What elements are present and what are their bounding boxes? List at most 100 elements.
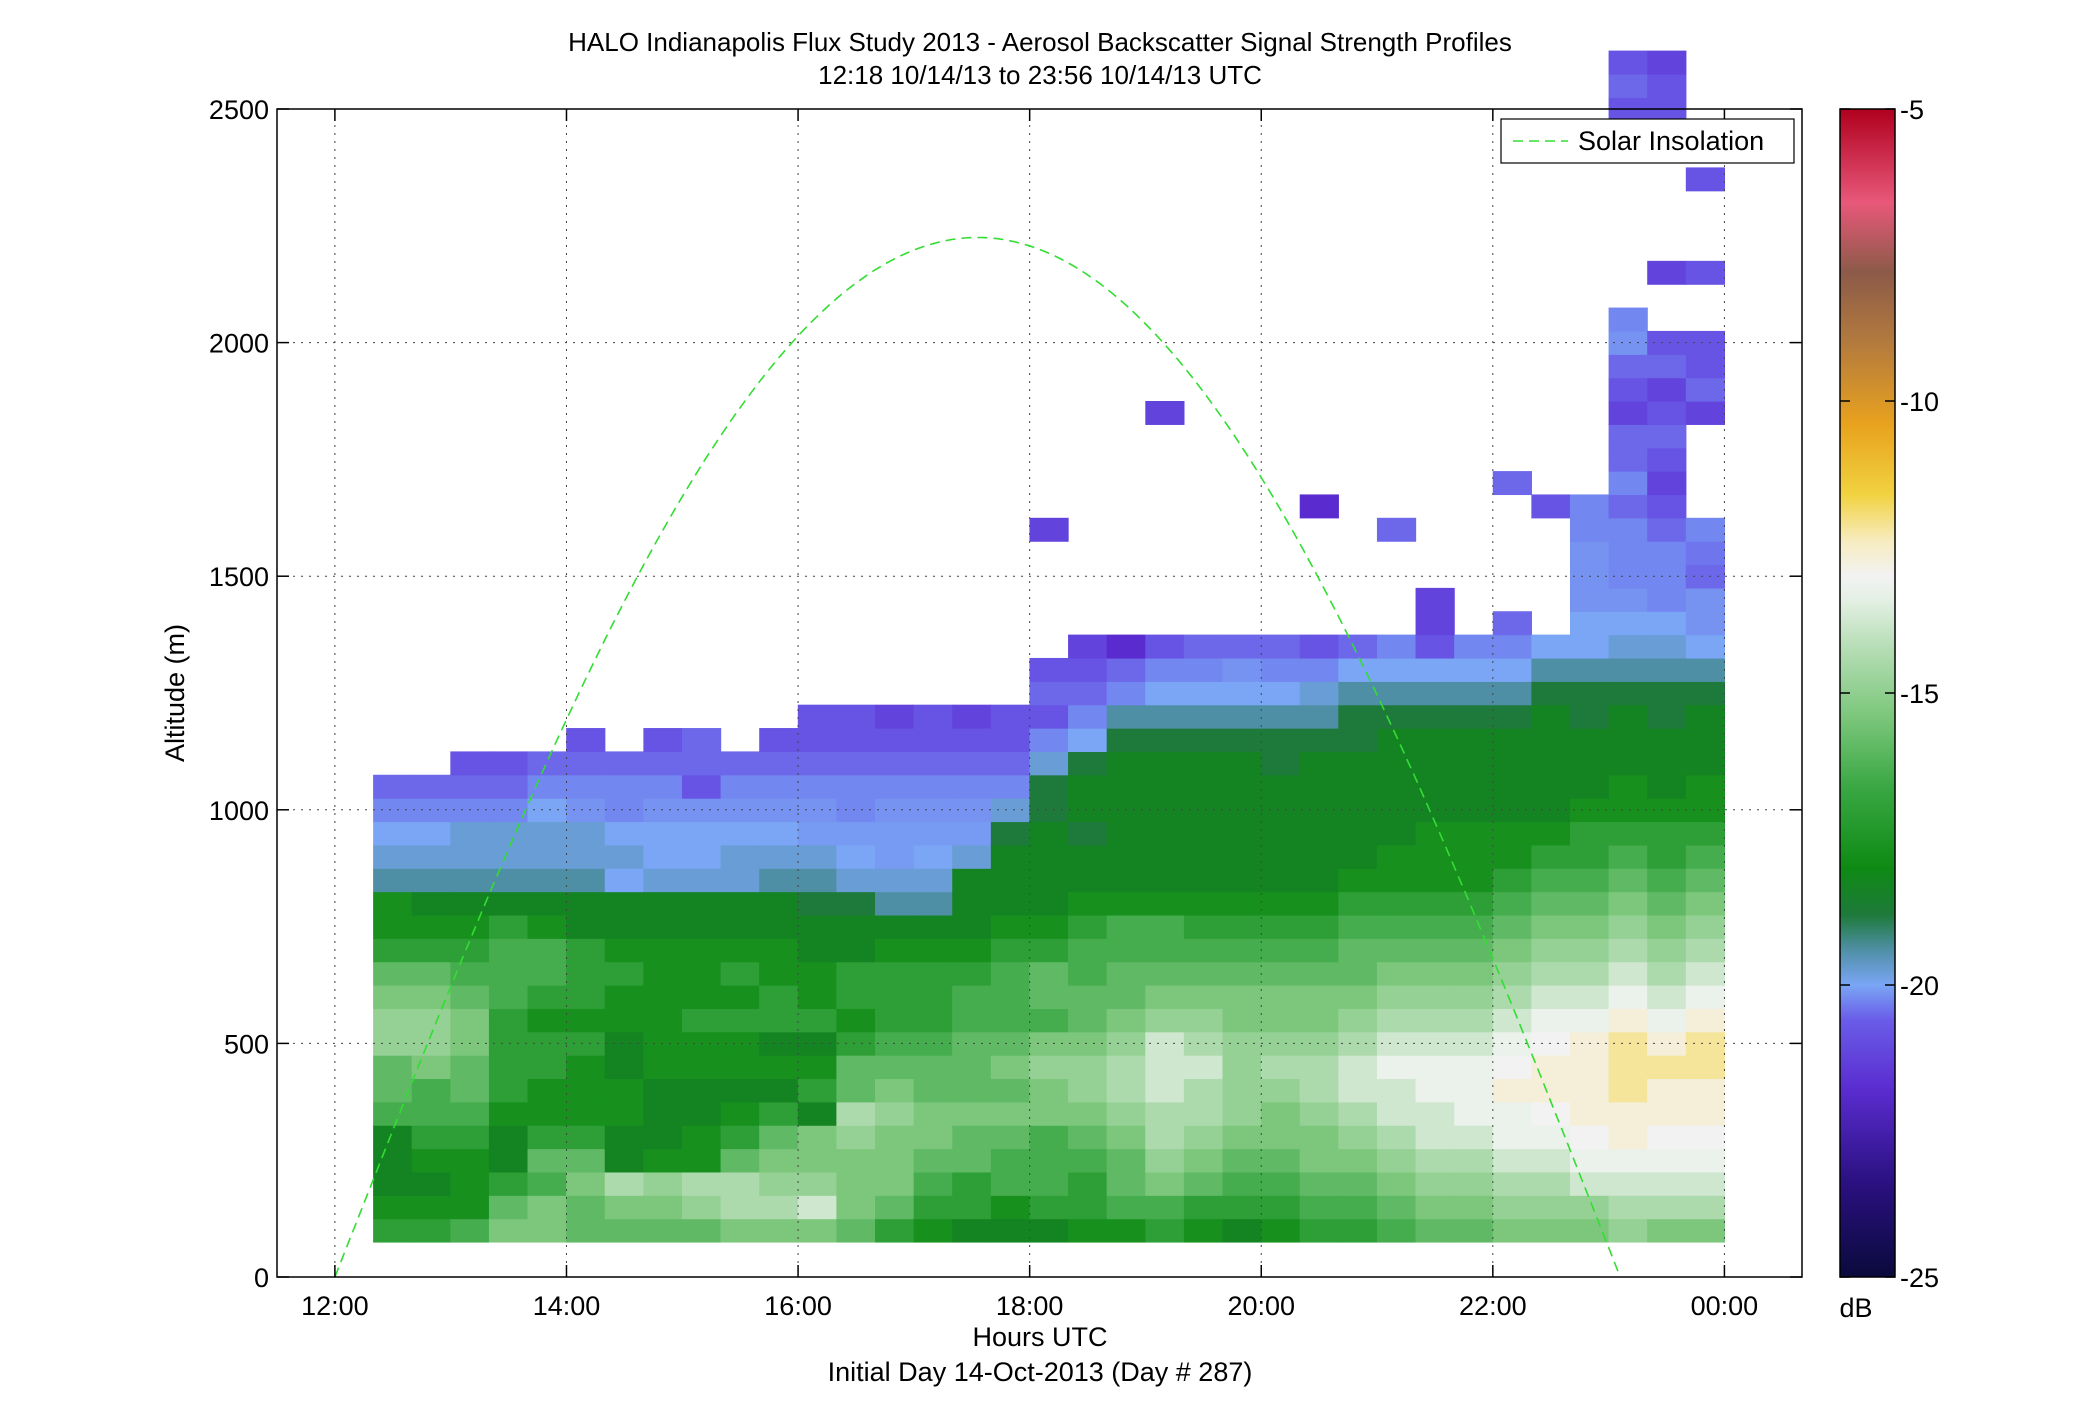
heatmap-cell [1299,494,1339,519]
heatmap-cell [373,914,413,939]
heatmap-cell [797,938,838,963]
heatmap-cell [875,728,915,752]
heatmap-cell [875,1008,915,1033]
heatmap-cell [1569,1055,1610,1080]
heatmap-cell [797,1008,838,1033]
heatmap-cell [488,1055,529,1080]
x-tick-label: 16:00 [764,1291,832,1321]
heatmap-cell [1685,914,1726,939]
heatmap-cell [1531,657,1571,682]
heatmap-cell [1261,1101,1301,1126]
heatmap-cell [913,1218,953,1243]
heatmap-cell [1647,1171,1687,1196]
heatmap-cell [720,868,760,893]
heatmap-cell [1454,821,1494,846]
heatmap-cell [604,961,644,986]
heatmap-cell [450,938,490,963]
heatmap-cell [1531,914,1571,939]
heatmap-cell [1531,494,1571,519]
heatmap-cell [1454,1125,1494,1150]
heatmap-cell [527,1171,567,1196]
heatmap-cell [1454,1195,1494,1220]
heatmap-cell [720,1171,760,1196]
heatmap-cell [411,1031,451,1056]
heatmap-cell [1492,1218,1532,1243]
heatmap-cell [1183,961,1224,986]
heatmap-cell [1608,424,1648,449]
heatmap-cell [1029,844,1069,869]
heatmap-cell [1647,914,1687,939]
heatmap-cell [527,1125,567,1150]
heatmap-cell [720,751,760,776]
heatmap-cell [488,821,529,846]
heatmap-cell [488,1101,529,1126]
heatmap-cell [1647,494,1687,519]
y-tick-label: 2500 [209,95,269,125]
heatmap-cell [990,821,1031,846]
heatmap-cell [1685,354,1726,379]
heatmap-cell [373,798,413,823]
heatmap-cell [1299,1218,1339,1243]
heatmap-cell [797,891,838,916]
heatmap-cell [1376,1195,1417,1220]
heatmap-cell [1029,1008,1069,1033]
heatmap-cell [604,798,644,823]
heatmap-cell [1106,961,1146,986]
heatmap-cell [1376,914,1417,939]
heatmap-cell [1068,704,1108,729]
heatmap-cell [1222,985,1262,1009]
heatmap-cell [1647,611,1687,636]
heatmap-cell [836,728,876,752]
heatmap-cell [1376,1148,1417,1173]
heatmap-cell [1569,1078,1610,1103]
heatmap-cell [566,1218,606,1243]
heatmap-cell [1261,961,1301,986]
heatmap-cell [681,938,722,963]
heatmap-cell [1531,821,1571,846]
heatmap-cell [1531,891,1571,916]
heatmap-cell [836,1078,876,1103]
heatmap-cell [1454,1101,1494,1126]
heatmap-cell [1106,657,1146,682]
heatmap-cell [1183,844,1224,869]
heatmap-cell [566,891,606,916]
heatmap-cell [913,1148,953,1173]
heatmap-cell [1145,914,1185,939]
heatmap-cell [411,844,451,869]
heatmap-cell [875,1055,915,1080]
heatmap-cell [1299,821,1339,846]
heatmap-cell [1569,657,1610,682]
heatmap-cell [1029,1171,1069,1196]
heatmap-cell [913,938,953,963]
heatmap-cell [990,704,1031,729]
heatmap-cell [759,1101,799,1126]
heatmap-cell [450,1125,490,1150]
heatmap-cell [1608,751,1648,776]
heatmap-cell [1647,985,1687,1009]
heatmap-cell [913,751,953,776]
heatmap-cell [566,938,606,963]
heatmap-cell [875,1148,915,1173]
heatmap-cell [1068,774,1108,799]
heatmap-cell [1492,798,1532,823]
heatmap-cell [1299,868,1339,893]
heatmap-cell [1608,1101,1648,1126]
colorbar-ticks: -25 -20 -15 -10 -5 [1840,95,1939,1293]
heatmap-cell [759,1078,799,1103]
heatmap-cell [1647,587,1687,612]
heatmap-cell [450,1148,490,1173]
heatmap-cell [1685,1148,1726,1173]
heatmap-cell [488,844,529,869]
colorbar-tick-label: -20 [1900,971,1939,1001]
heatmap-cell [643,938,683,963]
heatmap-cell [1183,1195,1224,1220]
heatmap-cell [1647,1031,1687,1056]
heatmap-cell [411,1171,451,1196]
heatmap-cell [797,704,838,729]
heatmap-cell [836,704,876,729]
heatmap-cell [681,961,722,986]
heatmap-cell [1608,1031,1648,1056]
heatmap-cell [1338,751,1378,776]
heatmap-cell [1569,1125,1610,1150]
heatmap-cell [1183,1218,1224,1243]
